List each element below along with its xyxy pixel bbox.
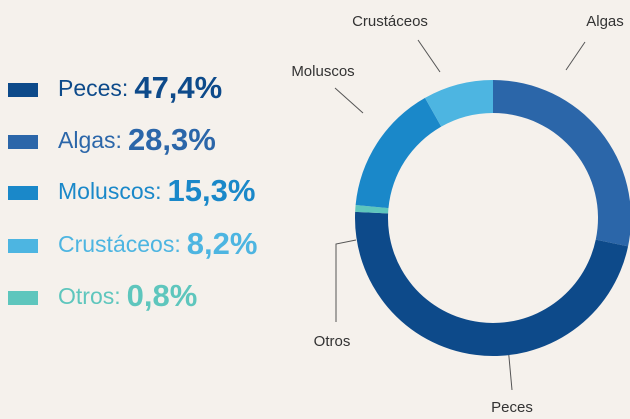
legend-entry: Otros: 0,8% — [58, 278, 197, 313]
legend-entry: Peces: 47,4% — [58, 70, 222, 105]
legend-entry: Moluscos: 15,3% — [58, 173, 255, 208]
value-label: 28,3% — [128, 122, 216, 157]
leader-line — [565, 41, 586, 71]
donut-segment — [425, 80, 493, 127]
donut-segment — [354, 211, 629, 357]
legend-swatch — [8, 186, 38, 200]
leader-line — [335, 239, 357, 322]
leader-line — [334, 87, 364, 114]
legend-label: Algas: — [58, 127, 122, 153]
legend-swatch — [8, 291, 38, 305]
segment-label: Crustáceos — [352, 13, 428, 30]
legend-label: Moluscos: — [58, 178, 162, 204]
donut-segment — [355, 205, 389, 214]
segment-label: Moluscos — [291, 63, 354, 80]
donut-segment — [355, 97, 442, 209]
value-label: 15,3% — [168, 173, 256, 208]
segment-label: Peces — [491, 399, 533, 416]
leader-line — [417, 39, 441, 73]
legend-swatch — [8, 83, 38, 97]
legend-label: Otros: — [58, 283, 121, 309]
value-label: 0,8% — [127, 278, 198, 313]
segment-label: Algas — [586, 13, 624, 30]
legend-entry: Crustáceos: 8,2% — [58, 226, 257, 261]
donut-segment — [493, 80, 630, 247]
value-label: 47,4% — [134, 70, 222, 105]
value-label: 8,2% — [187, 226, 258, 261]
legend-swatch — [8, 135, 38, 149]
legend-label: Crustáceos: — [58, 231, 181, 257]
legend-label: Peces: — [58, 75, 128, 101]
segment-label: Otros — [314, 333, 351, 350]
legend-swatch — [8, 239, 38, 253]
legend-entry: Algas: 28,3% — [58, 122, 216, 157]
